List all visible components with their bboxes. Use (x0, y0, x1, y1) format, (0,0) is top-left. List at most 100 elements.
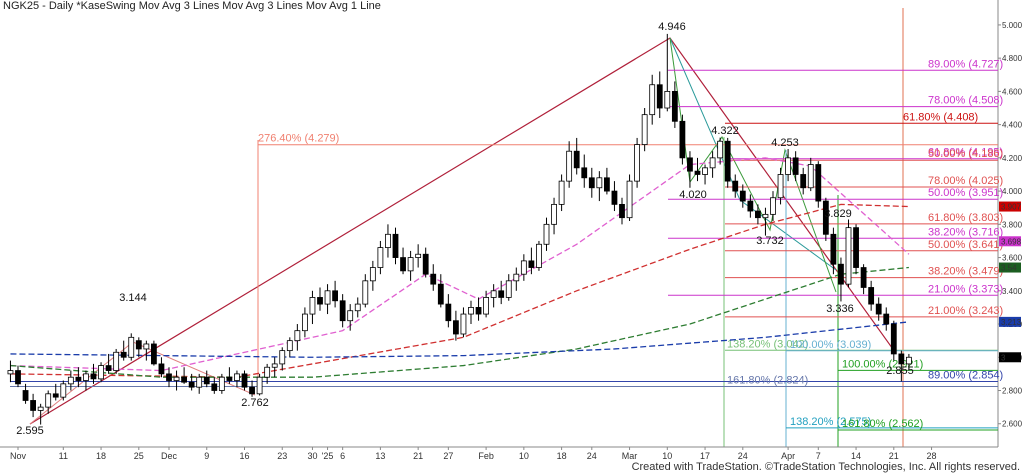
candle-body (671, 90, 678, 122)
x-tick-label: Nov (10, 451, 27, 461)
fib-label: 89.00% (4.727) (928, 58, 1003, 70)
x-tick-label: 16 (239, 451, 249, 461)
candle-body (286, 340, 293, 352)
candle-body (815, 164, 822, 202)
candle-body (294, 330, 301, 342)
candle-body (898, 353, 905, 365)
x-tick-label: 28 (927, 451, 937, 461)
candle-body (407, 257, 414, 272)
fib-label: 138.20% (3.042) (727, 338, 808, 350)
x-tick-label: 27 (443, 451, 453, 461)
moving-average (10, 266, 909, 378)
swing-label: 3.144 (119, 292, 147, 304)
candle-body (317, 297, 323, 305)
candle-body (475, 307, 482, 315)
candle-body (301, 313, 308, 332)
candle-body (362, 280, 369, 305)
candle-body (188, 381, 195, 388)
candle-body (279, 350, 286, 365)
x-tick-label: 7 (816, 451, 821, 461)
x-tick-label: 17 (700, 451, 710, 461)
footer: Created with TradeStation. ©TradeStation… (632, 461, 1020, 473)
y-tick-label: 4.000 (1002, 187, 1023, 196)
candle-body (520, 260, 527, 275)
candle-body (90, 373, 97, 380)
y-tick-label: 3.600 (1002, 254, 1023, 263)
candle-body (415, 253, 422, 258)
fib-label: 61.80% (4.408) (903, 111, 978, 123)
candle-body (234, 373, 240, 381)
candle-body (332, 290, 339, 302)
candle-body (226, 376, 233, 381)
fib-label: 138.20% (2.575) (790, 416, 871, 428)
candle-body (128, 336, 135, 358)
x-tick-label: 9 (204, 451, 209, 461)
x-tick-label: 23 (277, 451, 287, 461)
candle-body (490, 290, 497, 298)
x-tick-label: 21 (413, 451, 423, 461)
candle-body (611, 190, 618, 205)
swing-label: 3.732 (756, 235, 784, 247)
candle-body (634, 144, 640, 182)
candle-body (573, 150, 580, 169)
x-tick-label: 14 (851, 451, 861, 461)
candle-body (890, 323, 897, 355)
candle-body (762, 213, 769, 219)
fib-label: 50.00% (4.186) (928, 148, 1003, 160)
candle-body (105, 365, 112, 371)
price-tag (999, 316, 1021, 327)
candle-body (649, 84, 656, 116)
x-tick-label: 6 (340, 451, 345, 461)
candle-body (822, 200, 829, 235)
candle-body (679, 120, 686, 159)
candle-body (483, 297, 490, 315)
candle-body (460, 313, 467, 335)
fib-label: 21.00% (3.373) (928, 283, 1003, 295)
x-tick-label: Feb (478, 451, 494, 461)
candle-body (581, 167, 588, 179)
candle-body (241, 373, 248, 388)
candle-body (664, 90, 671, 109)
candle-body (181, 376, 188, 383)
candle-body (732, 180, 739, 192)
candle-body (203, 376, 210, 385)
candle-body (626, 180, 633, 219)
swing-label: 4.253 (771, 137, 799, 149)
fib-label: 38.20% (3.716) (928, 226, 1003, 238)
candle-body (437, 283, 444, 305)
candle-body (868, 287, 875, 305)
candle-body (558, 180, 565, 205)
fib-label: 21.00% (3.243) (928, 305, 1003, 317)
candle-body (656, 84, 663, 109)
candle-body (838, 263, 844, 285)
y-tick-label: 4.800 (1002, 54, 1023, 63)
y-tick-label: 4.400 (1002, 121, 1023, 130)
candle-body (641, 114, 648, 145)
candle-body (166, 373, 172, 381)
candle-body (30, 400, 37, 411)
candle-body (755, 210, 761, 219)
candle-body (309, 297, 316, 315)
candle-body (98, 365, 104, 380)
price-tag (999, 352, 1021, 363)
candle-body (196, 376, 203, 388)
candle-body (536, 243, 542, 268)
candle-body (468, 307, 474, 315)
candle-body (430, 273, 437, 285)
candle-body (67, 376, 74, 385)
x-tick-label: Apr (781, 451, 795, 461)
candle-body (135, 340, 142, 350)
x-tick-label: 10 (519, 451, 529, 461)
y-tick-label: 2.600 (1002, 420, 1023, 429)
candle-body (800, 174, 807, 189)
candle-body (717, 140, 724, 159)
candle-body (551, 203, 557, 225)
y-tick-label: 5.000 (1002, 21, 1023, 30)
candle-body (906, 356, 912, 365)
candle-body (709, 157, 716, 169)
candle-body (15, 370, 21, 385)
candle-body (158, 363, 165, 375)
candle-body (770, 197, 776, 215)
fib-label: 161.80% (2.824) (727, 375, 808, 387)
